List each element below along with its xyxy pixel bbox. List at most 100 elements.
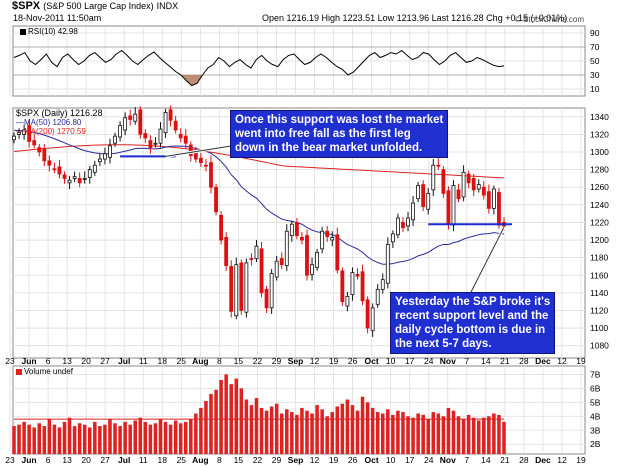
x-tick-label: 18	[158, 455, 168, 465]
x-tick-label: 15	[234, 455, 244, 465]
volume-bar	[492, 413, 496, 454]
candle-body	[118, 125, 122, 138]
annotation-bottom-line: daily cycle bottom is due in	[395, 324, 546, 336]
volume-bar	[103, 424, 107, 454]
candle-body	[355, 273, 360, 277]
candle-body	[72, 176, 77, 179]
volume-tick-label: 5B	[590, 397, 601, 407]
volume-bar	[168, 424, 173, 454]
candle-body	[244, 262, 249, 313]
volume-bar	[98, 426, 102, 454]
candle-body	[103, 153, 107, 160]
volume-bar	[476, 420, 481, 454]
candle-body	[234, 264, 239, 317]
volume-bar	[487, 416, 491, 454]
volume-bar	[401, 412, 405, 454]
ma50-legend-label: MA(50) 1206.80	[24, 118, 82, 127]
rsi-tick-label: 90	[590, 28, 600, 38]
ma200-line	[13, 144, 505, 179]
volume-bar	[67, 417, 72, 454]
x-tick-label: 12	[310, 455, 320, 465]
price-tick-label: 1340	[590, 112, 609, 122]
symbol: $SPX	[12, 0, 41, 12]
candle-body	[67, 179, 72, 184]
candle-body	[279, 258, 284, 266]
candle-body	[219, 214, 224, 241]
volume-bar	[123, 421, 127, 454]
candle-body	[481, 186, 486, 196]
price-tick-label: 1160	[590, 270, 609, 280]
volume-bar	[183, 421, 188, 454]
candle-body	[294, 222, 299, 237]
annotation-bottom: Yesterday the S&P broke it's recent supp…	[390, 292, 556, 354]
volume-bar	[163, 421, 168, 454]
candle-body	[198, 157, 203, 163]
x-tick-label: 17	[405, 455, 415, 465]
candle-body	[269, 273, 274, 309]
x-tick-label: 23	[5, 455, 15, 465]
volume-bar	[234, 378, 239, 454]
candle-body	[305, 235, 309, 276]
quote-line: Open 1216.19 High 1223.51 Low 1213.96 La…	[262, 13, 568, 23]
volume-bar	[421, 414, 425, 454]
candle-body	[158, 128, 163, 144]
rsi-legend: RSI(10) 42.98	[20, 27, 78, 36]
price-tick-label: 1080	[590, 341, 609, 351]
x-tick-label: 19	[576, 356, 586, 366]
volume-bar	[113, 423, 117, 454]
x-tick-label: 18	[158, 356, 168, 366]
x-tick-label: 12	[557, 455, 567, 465]
volume-bar	[330, 412, 335, 454]
candle-body	[315, 251, 320, 268]
ma200-legend: —MA(200) 1270.59	[16, 127, 103, 136]
volume-bar	[47, 419, 52, 454]
x-tick-label: 10	[386, 356, 396, 366]
x-tick-label: Jun	[21, 455, 36, 465]
volume-bar	[355, 410, 360, 454]
candle-body	[406, 217, 410, 227]
x-tick-label: 24	[424, 356, 434, 366]
candle-body	[461, 171, 466, 198]
rsi-tick-label: 10	[590, 84, 600, 94]
annotation-top: Once this support was lost the market we…	[230, 110, 449, 158]
price-tick-label: 1260	[590, 182, 609, 192]
annotation-bottom-line: Yesterday the S&P broke it's	[395, 296, 551, 308]
candle-body	[128, 115, 133, 120]
x-tick-label: 24	[424, 455, 434, 465]
price-tick-label: 1140	[590, 288, 609, 298]
rsi-legend-label: RSI(10) 42.98	[28, 27, 78, 36]
candle-body	[133, 113, 138, 122]
candle-body	[350, 272, 355, 296]
volume-bar	[37, 423, 42, 454]
ma50-legend: —MA(50) 1206.80	[16, 118, 103, 127]
volume-bar	[62, 421, 67, 454]
candle-body	[27, 125, 32, 142]
axis-labels: 2323JunJun66131320202727JulJul1111181825…	[5, 28, 609, 465]
candle-body	[229, 266, 234, 312]
x-tick-label: 12	[557, 356, 567, 366]
rsi-marker-icon	[20, 28, 26, 35]
volume-bar	[57, 427, 62, 454]
price-tick-label: 1240	[590, 200, 609, 210]
x-tick-label: 13	[62, 455, 72, 465]
volume-bar	[471, 417, 476, 454]
candle-body	[289, 223, 294, 237]
x-tick-label: 28	[519, 455, 529, 465]
candle-body	[340, 270, 345, 303]
x-tick-label: Jul	[118, 455, 130, 465]
volume-bar	[224, 374, 228, 454]
volume-bar	[269, 406, 274, 454]
candle-body	[436, 164, 441, 167]
x-tick-label: 15	[234, 356, 244, 366]
candle-body	[416, 185, 421, 200]
volume-bar	[138, 417, 143, 454]
candle-body	[431, 164, 436, 191]
x-tick-label: 20	[81, 455, 91, 465]
ma50-line	[13, 129, 505, 265]
x-tick-label: 13	[62, 356, 72, 366]
volume-bar	[370, 407, 375, 454]
candle-body	[300, 237, 304, 241]
candle-body	[37, 147, 42, 153]
volume-bar	[482, 417, 486, 454]
